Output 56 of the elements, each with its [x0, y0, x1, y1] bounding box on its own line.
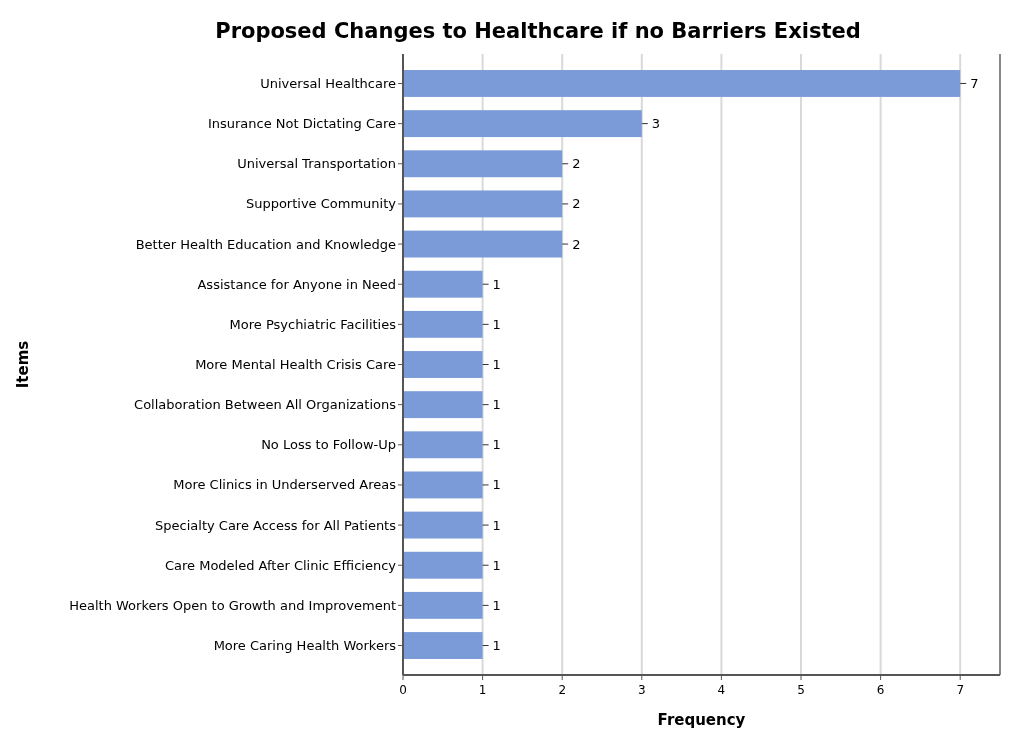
y-tick-label: No Loss to Follow-Up: [261, 437, 396, 453]
y-tick-label: Specialty Care Access for All Patients: [155, 517, 397, 533]
data-label: 1: [492, 437, 501, 453]
y-tick-label: Collaboration Between All Organizations: [134, 397, 397, 413]
bar: [403, 551, 483, 579]
data-label: 2: [572, 196, 581, 212]
x-tick-label: 6: [876, 683, 885, 697]
data-label: 1: [492, 477, 501, 493]
bar: [403, 471, 483, 499]
x-tick-label: 0: [399, 683, 407, 697]
y-tick-label: More Clinics in Underserved Areas: [173, 477, 397, 493]
y-tick-label: Health Workers Open to Growth and Improvement: [69, 597, 396, 613]
data-label: 1: [492, 316, 501, 332]
bar: [403, 230, 563, 258]
x-tick-label: 1: [478, 683, 487, 697]
data-label: 1: [492, 397, 501, 413]
data-label: 1: [492, 638, 501, 654]
data-label: 3: [651, 116, 661, 132]
x-tick-label: 4: [717, 683, 726, 697]
data-label: 1: [492, 517, 501, 533]
y-tick-label: Better Health Education and Knowledge: [135, 236, 396, 252]
y-tick-label: Universal Healthcare: [260, 76, 396, 92]
x-axis-title: Frequency: [657, 711, 746, 729]
data-label: 7: [970, 76, 979, 92]
y-axis-title: Items: [14, 340, 32, 389]
y-tick-label: Universal Transportation: [237, 156, 396, 172]
y-tick-label: Care Modeled After Clinic Efficiency: [164, 557, 397, 573]
bar: [403, 190, 563, 218]
bar: [403, 110, 642, 138]
y-tick-label: More Caring Health Workers: [213, 638, 397, 654]
bar: [403, 150, 563, 178]
data-label: 1: [492, 597, 501, 613]
y-tick-label: More Psychiatric Facilities: [229, 316, 397, 332]
bar: [403, 391, 483, 419]
x-tick-label: 2: [558, 683, 567, 697]
bar: [403, 632, 483, 659]
y-tick-label: More Mental Health Crisis Care: [195, 357, 396, 373]
bar: [403, 310, 483, 338]
chart-title: Proposed Changes to Healthcare if no Barriers Existed: [215, 19, 861, 43]
y-tick-label: Supportive Community: [245, 196, 397, 212]
y-tick-label: Assistance for Anyone in Need: [197, 276, 396, 292]
x-tick-label: 3: [637, 683, 646, 697]
bar: [403, 270, 483, 298]
y-tick-label: Insurance Not Dictating Care: [207, 116, 396, 132]
bar: [403, 591, 483, 619]
bar: [403, 511, 483, 539]
bar: [403, 351, 483, 378]
x-tick-label: 5: [797, 683, 805, 697]
data-label: 1: [492, 276, 501, 292]
data-label: 1: [492, 357, 501, 373]
bar: [403, 70, 961, 97]
x-tick-label: 7: [956, 683, 965, 697]
data-label: 2: [572, 156, 581, 172]
bar: [403, 431, 483, 459]
data-label: 2: [572, 236, 581, 252]
data-label: 1: [492, 557, 501, 573]
